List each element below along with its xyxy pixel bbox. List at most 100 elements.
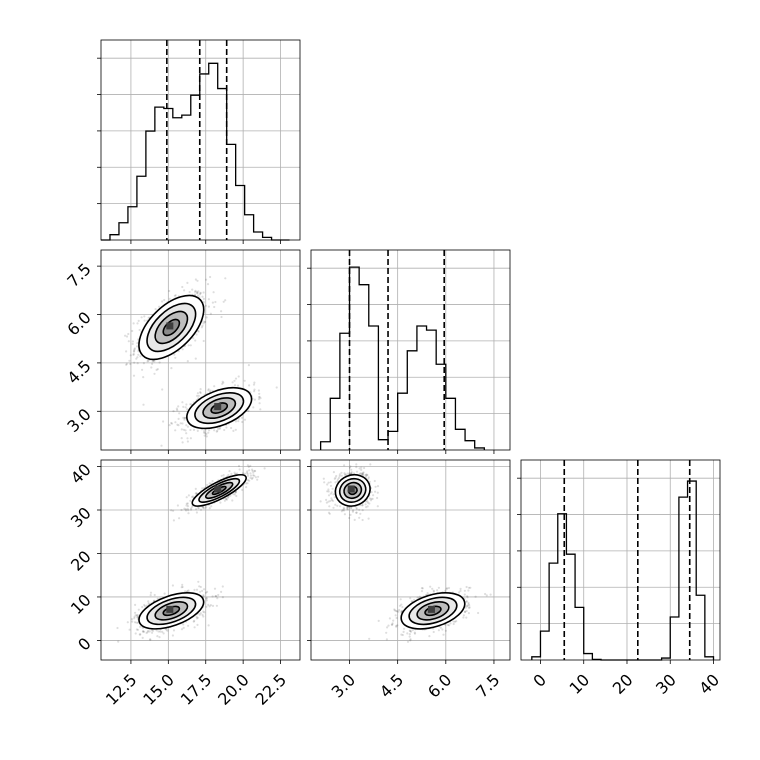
sample-point [249,472,252,475]
sample-point [182,626,185,630]
sample-point [176,409,179,412]
sample-point [204,591,207,594]
sample-point [158,305,161,308]
sample-point [131,620,134,623]
sample-point [348,466,351,469]
sample-point [133,347,136,350]
sample-point [199,612,202,615]
sample-point [195,508,198,511]
sample-point [207,305,210,308]
sample-point [199,590,202,593]
sample-point [141,605,144,609]
sample-point [416,596,419,599]
sample-point [463,610,467,614]
sample-point [336,504,339,507]
sample-point [182,428,185,431]
sample-point [249,474,253,477]
sample-point [209,389,212,392]
sample-point [413,631,416,634]
sample-point [196,616,199,619]
sample-point [135,357,138,360]
sample-point [409,638,412,641]
sample-point [331,499,335,502]
sample-point [184,590,187,593]
sample-point [201,324,204,327]
sample-point [162,632,165,635]
sample-point [426,592,429,595]
sample-point [203,588,206,591]
sample-point [376,491,379,494]
sample-point [136,322,139,325]
sample-point [172,509,175,512]
sample-point [143,605,147,608]
sample-point [444,589,447,592]
density-peak-cell [166,322,174,330]
sample-point [131,329,134,333]
sample-point [197,507,200,510]
sample-point [127,340,130,343]
sample-point [204,304,207,307]
y-tick-label: 20 [67,547,95,575]
sample-point [234,377,238,380]
sample-point [232,493,235,496]
sample-point [193,588,196,592]
sample-point [156,635,159,638]
sample-point [348,472,351,475]
x-tick-label: 20.0 [214,670,253,709]
sample-point [202,297,205,300]
sample-point [349,465,352,468]
sample-point [205,435,208,438]
sample-point [205,432,208,436]
sample-point [329,499,332,502]
sample-point [359,512,362,515]
sample-point [181,585,184,589]
sample-point [249,476,252,479]
sample-point [459,589,462,593]
sample-point [184,406,187,409]
sample-point [186,437,189,440]
sample-point [319,500,322,503]
sample-point [153,593,156,597]
scatter-panel-2 [97,459,301,664]
sample-point [355,507,358,511]
sample-point [343,472,346,475]
sample-point [413,632,417,635]
sample-point [465,616,468,619]
sample-point [139,625,142,628]
sample-point [205,597,208,600]
sample-point [195,290,198,293]
sample-point [429,585,432,588]
sample-point [220,590,223,594]
sample-point [155,368,158,371]
sample-point [134,611,137,614]
sample-point [444,629,447,632]
sample-point [197,294,200,297]
sample-point [233,471,236,474]
sample-point [469,586,472,589]
sample-point [178,517,181,520]
sample-point [467,601,470,605]
sample-point [151,360,154,363]
sample-point [197,330,200,333]
sample-point [207,388,210,391]
sample-point [329,484,333,487]
sample-point [196,429,199,432]
sample-point [125,363,128,366]
sample-point [394,614,397,617]
sample-point [189,499,192,502]
sample-point [202,615,205,618]
sample-point [344,473,347,476]
sample-point [177,417,180,420]
sample-point [135,621,138,624]
sample-point [349,513,352,517]
sample-point [257,398,261,401]
sample-point [148,630,151,633]
sample-point [236,472,239,475]
sample-point [218,426,222,429]
sample-point [355,506,358,509]
sample-point [332,471,335,474]
sample-point [463,593,466,596]
sample-point [360,466,363,469]
sample-point [135,614,138,617]
sample-point [350,472,353,475]
